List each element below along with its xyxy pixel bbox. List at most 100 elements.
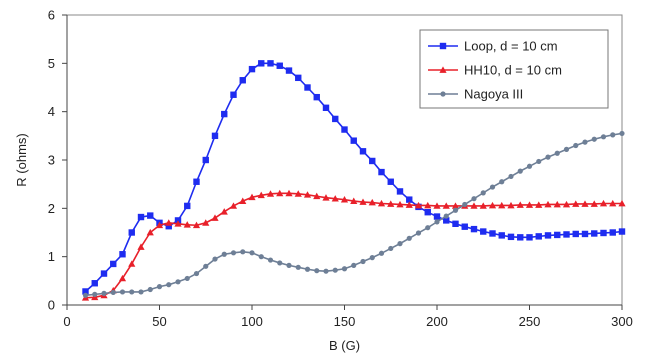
data-point [433, 202, 441, 209]
data-point [378, 250, 385, 256]
x-axis-title: B (G) [329, 338, 360, 353]
data-point [267, 60, 274, 67]
data-point [610, 132, 616, 138]
data-point [267, 257, 274, 263]
data-point [351, 262, 357, 268]
data-point [535, 233, 542, 240]
data-point [470, 225, 478, 233]
data-point [128, 229, 135, 236]
data-point [443, 217, 450, 224]
data-point [230, 250, 237, 256]
data-point [110, 289, 116, 296]
data-point [313, 192, 321, 200]
data-point [599, 199, 608, 207]
data-point [350, 137, 357, 144]
data-point [257, 191, 265, 199]
data-point [147, 212, 154, 219]
data-point [581, 200, 589, 207]
data-point [138, 289, 144, 295]
data-point [212, 256, 218, 262]
x-tick-label: 200 [426, 314, 448, 329]
data-point [618, 228, 626, 235]
data-point [517, 168, 523, 174]
data-point [563, 231, 570, 238]
data-point [572, 200, 580, 207]
legend-label: Loop, d = 10 cm [464, 39, 558, 54]
data-point [101, 290, 107, 296]
data-point [526, 234, 533, 241]
data-point [415, 230, 422, 236]
data-point [276, 189, 284, 197]
data-point [304, 266, 311, 272]
data-point [536, 158, 542, 165]
data-point [480, 228, 487, 235]
y-tick-label: 6 [48, 8, 55, 23]
data-point [203, 263, 209, 269]
data-point [294, 190, 302, 197]
data-point [609, 199, 617, 207]
data-point [545, 154, 551, 160]
data-point [221, 251, 227, 257]
data-point [276, 62, 283, 69]
data-point [378, 168, 385, 176]
data-point [202, 156, 209, 164]
series-layer [81, 60, 626, 301]
data-point [573, 142, 579, 149]
data-point [424, 209, 431, 216]
data-point [424, 201, 432, 209]
data-point [92, 291, 98, 297]
data-point [82, 292, 89, 298]
data-point [609, 229, 616, 236]
y-axis: 0 1 2 3 4 5 6 [48, 8, 68, 313]
data-point [554, 150, 560, 156]
data-point [295, 264, 301, 270]
data-point [165, 223, 172, 230]
y-tick-label: 4 [48, 104, 55, 119]
data-point [517, 234, 524, 241]
data-point [443, 213, 449, 219]
legend-item: HH10, d = 10 cm [428, 63, 562, 78]
data-point [313, 93, 320, 101]
data-point [100, 270, 108, 277]
data-point [340, 196, 349, 203]
data-point [618, 199, 626, 207]
data-point [240, 249, 246, 255]
data-point [535, 201, 543, 208]
data-point [498, 201, 506, 209]
series-line [85, 192, 622, 299]
data-point [314, 268, 320, 274]
data-point [137, 213, 145, 221]
x-tick-label: 100 [241, 314, 263, 329]
data-point [322, 104, 330, 111]
data-point [488, 201, 497, 209]
data-point [591, 136, 597, 142]
data-point [452, 207, 459, 213]
legend-swatch-marker [439, 66, 447, 73]
data-point [110, 260, 117, 268]
data-point [303, 191, 312, 198]
data-point [156, 284, 163, 290]
legend-item: Nagoya III [428, 87, 523, 102]
data-point [239, 77, 246, 84]
data-point [405, 201, 413, 208]
data-point [600, 229, 607, 237]
data-point [277, 260, 283, 266]
data-point [332, 267, 338, 273]
y-axis-title: R (ohms) [14, 133, 29, 186]
data-point [184, 275, 190, 282]
y-tick-label: 2 [48, 201, 55, 216]
data-point [128, 260, 136, 267]
data-point [507, 201, 515, 209]
data-point [480, 190, 486, 196]
data-point [461, 223, 468, 230]
data-point [544, 200, 552, 208]
data-point [322, 194, 330, 201]
data-point [368, 198, 376, 206]
data-point [462, 201, 468, 208]
data-point [360, 258, 366, 265]
legend-item: Loop, d = 10 cm [428, 39, 558, 54]
legend-swatch-marker [439, 42, 447, 50]
y-tick-label: 0 [48, 298, 55, 313]
data-point [129, 289, 135, 295]
